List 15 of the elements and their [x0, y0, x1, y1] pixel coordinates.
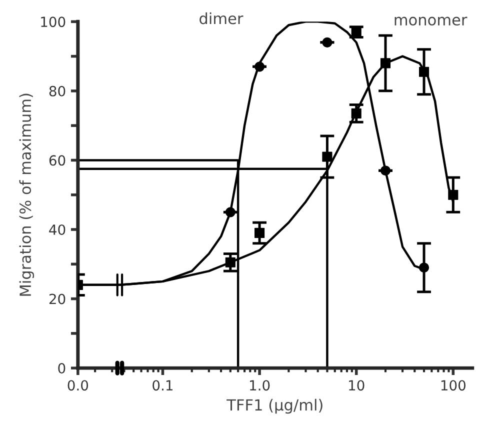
x-tick-label: 0.0 — [68, 380, 88, 391]
text: dimer — [200, 12, 244, 24]
y-tick-label: 80 — [49, 86, 66, 96]
text: monomer — [394, 16, 468, 26]
y-tick-label: 60 — [49, 155, 66, 166]
y-tick-label: 20 — [49, 294, 66, 304]
x-tick-label: 1.0 — [250, 380, 270, 391]
x-tick-label: 0.1 — [152, 380, 172, 391]
y-tick-label: 0 — [58, 363, 66, 374]
x-tick-label: 10 — [349, 380, 364, 391]
y-tick-label: 100 — [41, 16, 66, 28]
x-tick-label: 100 — [441, 380, 466, 391]
y-axis-title: Migration (% of maximum) — [19, 94, 34, 296]
y-tick-label: 40 — [49, 224, 66, 235]
x-axis-title: TFF1 (µg/ml) — [226, 398, 322, 414]
